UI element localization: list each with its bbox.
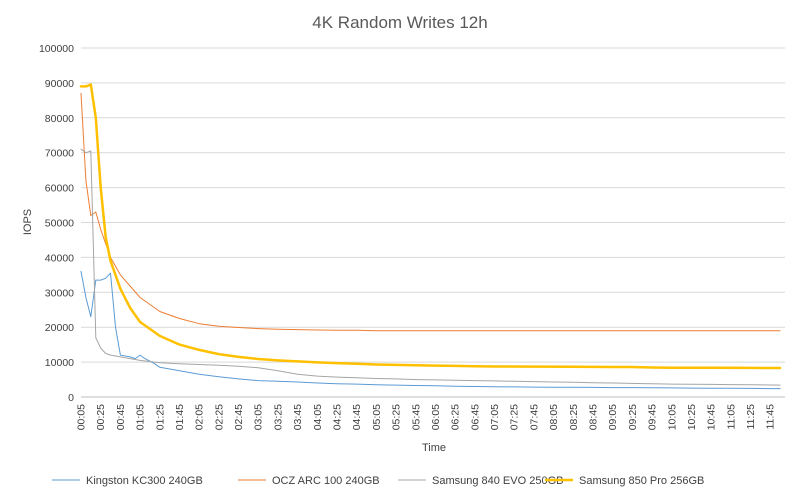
series-line-ocz-arc-100-240gb	[80, 92, 781, 332]
y-tick-label: 50000	[45, 218, 74, 230]
x-tick-label: 01:25	[154, 404, 166, 430]
x-tick-label: 01:05	[135, 404, 147, 430]
legend-label: Samsung 850 Pro 256GB	[579, 475, 704, 487]
x-tick-label: 02:05	[194, 404, 206, 430]
series-line-samsung-850-pro-256gb	[79, 83, 782, 370]
x-tick-label: 01:45	[174, 404, 186, 430]
y-tick-label: 20000	[45, 322, 74, 334]
x-tick-label: 10:45	[706, 404, 718, 430]
x-tick-label: 03:25	[272, 404, 284, 430]
series-lines	[79, 83, 782, 390]
legend-item: OCZ ARC 100 240GB	[238, 475, 380, 487]
y-tick-label: 10000	[45, 357, 74, 369]
x-tick-label: 10:25	[686, 404, 698, 430]
x-tick-label: 04:25	[332, 404, 344, 430]
x-tick-label: 06:05	[430, 404, 442, 430]
y-tick-label: 90000	[45, 78, 74, 90]
chart-title: 4K Random Writes 12h	[312, 13, 487, 32]
x-tick-label: 06:25	[450, 404, 462, 430]
x-tick-label: 11:25	[745, 404, 757, 430]
x-tick-label: 03:05	[253, 404, 265, 430]
y-tick-label: 0	[68, 392, 74, 404]
y-tick-label: 70000	[45, 148, 74, 160]
gridlines	[81, 47, 785, 398]
x-tick-label: 07:05	[489, 404, 501, 430]
legend-item: Samsung 840 EVO 250GB	[398, 475, 563, 487]
x-tick-label: 05:25	[391, 404, 403, 430]
x-tick-label: 11:45	[765, 404, 777, 430]
x-axis-ticks: 00:05 00:25 00:45 01:05 01:25 01:45 02:05 02:25…	[76, 404, 777, 430]
legend: Kingston KC300 240GB OCZ ARC 100 240GB Sam…	[52, 475, 704, 487]
x-tick-label: 05:45	[410, 404, 422, 430]
x-tick-label: 10:05	[666, 404, 678, 430]
x-tick-label: 07:25	[509, 404, 521, 430]
x-axis-title: Time	[422, 442, 446, 454]
x-tick-label: 00:05	[76, 404, 88, 430]
x-tick-label: 08:25	[568, 404, 580, 430]
legend-label: Samsung 840 EVO 250GB	[432, 475, 563, 487]
x-tick-label: 06:45	[469, 404, 481, 430]
series-line-kingston-kc300-240gb	[80, 270, 781, 390]
x-tick-label: 04:05	[312, 404, 324, 430]
x-tick-label: 05:05	[371, 404, 383, 430]
x-tick-label: 07:45	[528, 404, 540, 430]
x-tick-label: 09:45	[647, 404, 659, 430]
x-tick-label: 04:45	[351, 404, 363, 430]
y-tick-label: 80000	[45, 113, 74, 125]
legend-label: OCZ ARC 100 240GB	[272, 475, 380, 487]
y-tick-label: 40000	[45, 252, 74, 264]
x-tick-label: 08:05	[548, 404, 560, 430]
x-tick-label: 02:45	[233, 404, 245, 430]
x-tick-label: 08:45	[588, 404, 600, 430]
y-axis-title: IOPS	[22, 209, 34, 235]
legend-item: Kingston KC300 240GB	[52, 475, 203, 487]
legend-item: Samsung 850 Pro 256GB	[545, 475, 704, 487]
x-tick-label: 09:05	[607, 404, 619, 430]
legend-label: Kingston KC300 240GB	[86, 475, 203, 487]
y-tick-label: 30000	[45, 287, 74, 299]
x-tick-label: 02:25	[213, 404, 225, 430]
x-tick-label: 03:45	[292, 404, 304, 430]
x-tick-label: 00:25	[95, 404, 107, 430]
x-tick-label: 09:25	[627, 404, 639, 430]
x-tick-label: 00:45	[115, 404, 127, 430]
y-tick-label: 100000	[39, 43, 74, 55]
x-tick-label: 11:05	[725, 404, 737, 430]
y-axis-ticks: 0 10000 20000 30000 40000 50000 60000 70000 8000…	[39, 43, 74, 404]
series-line-samsung-840-evo-250gb	[80, 148, 781, 386]
y-tick-label: 60000	[45, 183, 74, 195]
